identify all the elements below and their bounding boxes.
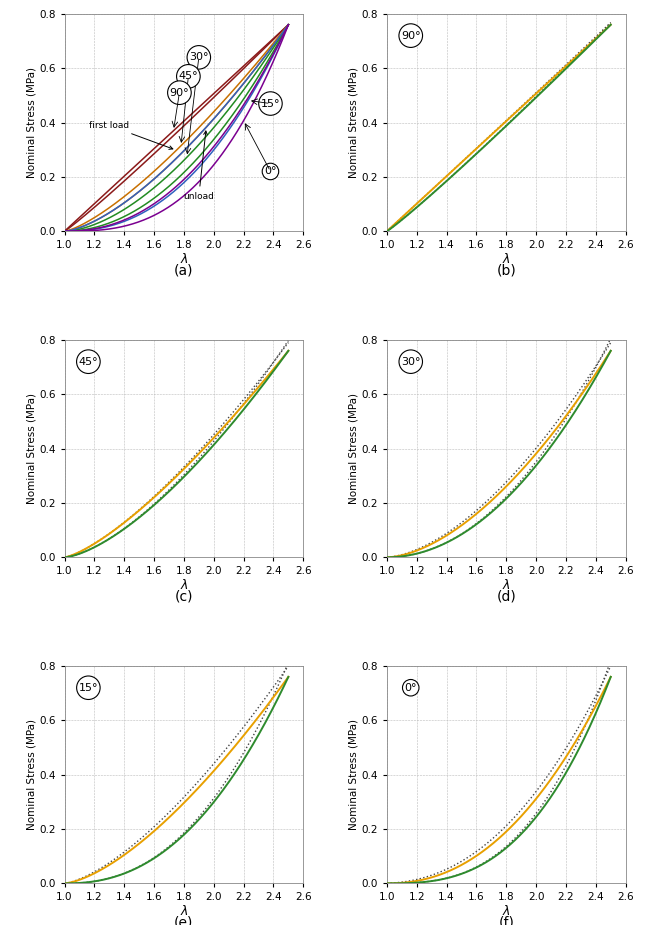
Text: (f): (f) [499, 916, 514, 925]
Text: first load: first load [89, 121, 173, 149]
Y-axis label: Nominal Stress (MPa): Nominal Stress (MPa) [348, 719, 359, 830]
Text: (b): (b) [497, 264, 516, 278]
Text: 15°: 15° [79, 683, 98, 693]
Text: 0°: 0° [264, 166, 277, 177]
Text: (c): (c) [175, 590, 193, 604]
Y-axis label: Nominal Stress (MPa): Nominal Stress (MPa) [26, 68, 36, 178]
Text: (d): (d) [497, 590, 516, 604]
Y-axis label: Nominal Stress (MPa): Nominal Stress (MPa) [26, 719, 36, 830]
Text: (a): (a) [174, 264, 194, 278]
Text: 45°: 45° [179, 71, 198, 81]
Text: 30°: 30° [401, 357, 421, 366]
Y-axis label: Nominal Stress (MPa): Nominal Stress (MPa) [348, 393, 359, 504]
X-axis label: λ: λ [502, 253, 510, 266]
Text: 90°: 90° [401, 31, 421, 41]
Text: 30°: 30° [189, 53, 208, 62]
Text: (e): (e) [174, 916, 194, 925]
Y-axis label: Nominal Stress (MPa): Nominal Stress (MPa) [348, 68, 359, 178]
X-axis label: λ: λ [502, 906, 510, 919]
Text: 90°: 90° [170, 88, 189, 98]
X-axis label: λ: λ [180, 906, 188, 919]
Y-axis label: Nominal Stress (MPa): Nominal Stress (MPa) [26, 393, 36, 504]
Text: 0°: 0° [404, 683, 417, 693]
X-axis label: λ: λ [502, 579, 510, 592]
X-axis label: λ: λ [180, 253, 188, 266]
Text: 45°: 45° [79, 357, 98, 366]
Text: unload: unload [183, 131, 214, 201]
Text: 15°: 15° [261, 99, 280, 108]
X-axis label: λ: λ [180, 579, 188, 592]
